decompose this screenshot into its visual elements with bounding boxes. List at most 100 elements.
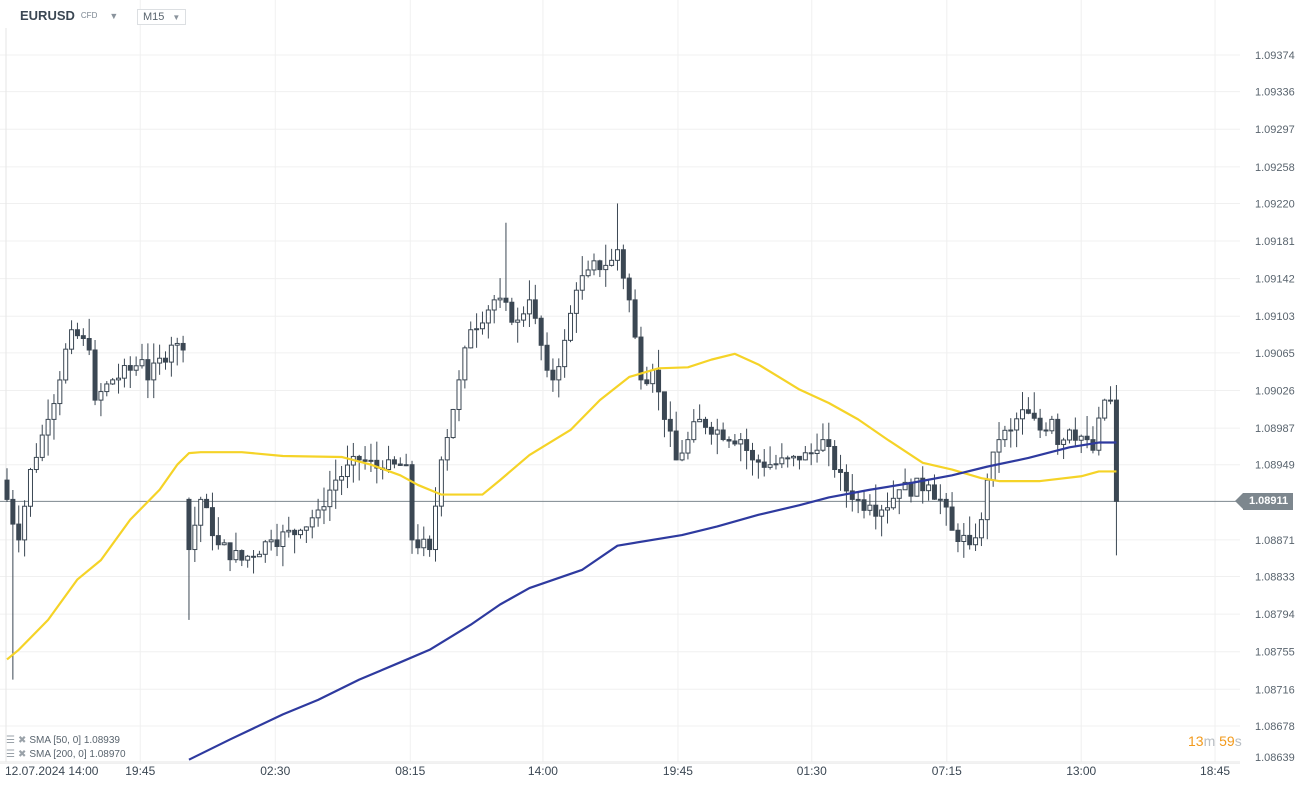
candle-bullish <box>568 312 574 341</box>
symbol-selector[interactable]: EURUSD CFD ▼ <box>20 8 118 23</box>
candle-bullish <box>1078 435 1084 441</box>
candle-bullish <box>679 452 685 461</box>
legend-sma50: ☰ ✖ SMA [50, 0] 1.08939 <box>6 735 120 746</box>
settings-icon[interactable]: ☰ <box>6 735 15 746</box>
candle-bullish <box>562 339 568 368</box>
candle-bearish <box>180 342 186 351</box>
candle-bullish <box>116 377 122 381</box>
chevron-down-icon[interactable]: ▼ <box>109 10 119 21</box>
price-tick-label: 1.08987 <box>1255 423 1295 435</box>
candle-bearish <box>949 506 955 531</box>
candle-bullish <box>479 322 485 330</box>
price-tick-label: 1.09220 <box>1255 198 1295 210</box>
candle-bearish <box>673 430 679 461</box>
candle-bullish <box>650 369 656 385</box>
candle-bearish <box>708 426 714 435</box>
time-tick-label: 14:00 <box>528 764 558 778</box>
candle-bullish <box>491 299 497 311</box>
candle-bullish <box>33 456 39 471</box>
candle-bullish <box>984 479 990 521</box>
candle-bearish <box>855 498 861 501</box>
price-tick-label: 1.09258 <box>1255 162 1295 174</box>
candle-bullish <box>714 429 720 435</box>
candle-bearish <box>532 299 538 319</box>
candle-bearish <box>761 461 767 468</box>
countdown-min-unit: m <box>1203 733 1216 749</box>
candle-bearish <box>162 357 168 363</box>
time-tick-label: 19:45 <box>663 764 693 778</box>
candle-bullish <box>697 418 703 423</box>
candle-bullish <box>456 379 462 410</box>
candle-bullish <box>386 459 392 471</box>
candle-bullish <box>27 469 33 507</box>
candle-bullish <box>485 309 491 324</box>
settings-icon[interactable]: ☰ <box>6 749 15 760</box>
candle-bullish <box>585 269 591 277</box>
candle-bullish <box>926 484 932 492</box>
candle-bearish <box>832 445 838 471</box>
candle-bearish <box>1031 412 1037 419</box>
candle-bullish <box>785 457 791 460</box>
candle-bearish <box>920 477 926 492</box>
candle-bullish <box>368 459 374 462</box>
candle-bearish <box>838 469 844 473</box>
candle-bullish <box>978 519 984 539</box>
price-tick-label: 1.09065 <box>1255 348 1295 360</box>
candle-bullish <box>802 452 808 461</box>
candle-bullish <box>168 344 174 363</box>
candle-bullish <box>556 366 562 381</box>
candle-bullish <box>474 328 480 331</box>
time-tick-label: 08:15 <box>395 764 425 778</box>
candle-bullish <box>63 348 69 381</box>
candle-bullish <box>1008 429 1014 432</box>
candle-bearish <box>1072 429 1078 441</box>
candle-bullish <box>339 476 345 481</box>
sma200-line <box>188 441 1117 761</box>
candle-bearish <box>849 490 855 500</box>
candle-bearish <box>796 455 802 461</box>
candle-bullish <box>468 329 474 349</box>
close-icon[interactable]: ✖ <box>17 749 27 760</box>
time-tick-label: 01:30 <box>797 764 827 778</box>
candle-bullish <box>450 408 456 439</box>
candle-bearish <box>509 301 515 323</box>
candle-bullish <box>438 459 444 507</box>
candle-bearish <box>127 365 133 371</box>
candle-bullish <box>462 347 468 381</box>
candle-bullish <box>791 455 797 459</box>
close-icon[interactable]: ✖ <box>17 735 27 746</box>
price-tick-label: 1.08678 <box>1255 721 1295 733</box>
time-tick-label: 19:45 <box>125 764 155 778</box>
candle-bearish <box>967 534 973 546</box>
candle-bearish <box>409 464 415 541</box>
candle-bullish <box>69 329 75 350</box>
candle-bearish <box>955 529 961 542</box>
candle-bearish <box>209 507 215 537</box>
candle-bearish <box>86 338 92 351</box>
candle-bullish <box>902 481 908 491</box>
candle-bearish <box>92 349 98 401</box>
candle-bullish <box>157 357 163 364</box>
time-tick-label: 02:30 <box>260 764 290 778</box>
candle-bearish <box>10 498 16 525</box>
candle-bullish <box>1066 429 1072 441</box>
candle-bullish <box>192 524 198 551</box>
candle-bearish <box>292 529 298 536</box>
candle-bearish <box>274 539 280 547</box>
candle-bullish <box>403 464 409 467</box>
candle-countdown: 13m 59s <box>1188 733 1242 749</box>
candle-bullish <box>344 464 350 478</box>
candle-bearish <box>1043 429 1049 432</box>
timeframe-select[interactable]: M15 ▼ <box>137 9 187 25</box>
candle-bullish <box>309 517 315 528</box>
candle-bullish <box>110 379 116 385</box>
candle-bullish <box>421 538 427 549</box>
candle-bearish <box>74 329 80 337</box>
candle-bullish <box>996 439 1002 453</box>
candle-bullish <box>691 421 697 441</box>
candle-bullish <box>262 541 268 555</box>
price-tick-label: 1.08794 <box>1255 609 1295 621</box>
candle-bearish <box>644 379 650 385</box>
candle-bearish <box>391 459 397 465</box>
